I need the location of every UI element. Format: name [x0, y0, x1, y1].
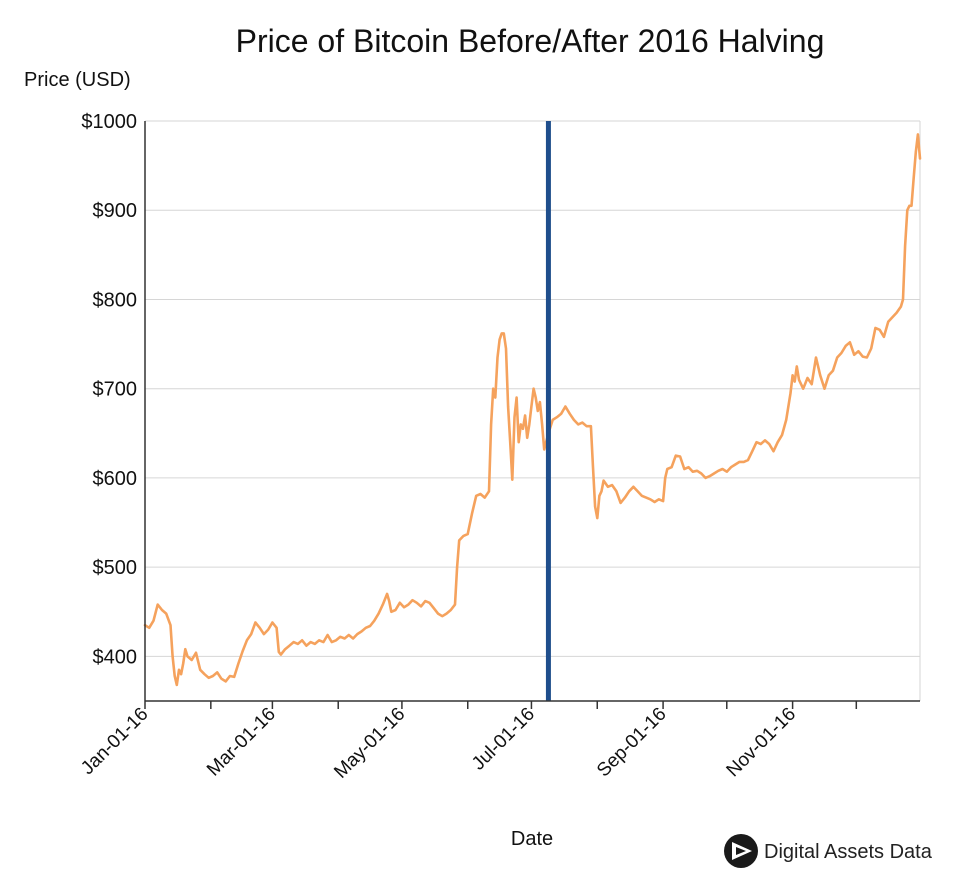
grid-lines	[145, 120, 921, 701]
y-axis-title: Price (USD)	[24, 69, 131, 91]
x-tick-label: Mar-01-16	[203, 704, 280, 781]
y-tick-label: $500	[93, 557, 138, 579]
x-tick-label: Jul-01-16	[468, 704, 539, 775]
logo-text: Digital Assets Data	[764, 841, 933, 863]
plot-background	[145, 121, 920, 701]
x-tick-label: Jan-01-16	[77, 704, 152, 779]
price-series-line	[143, 133, 922, 687]
digital-assets-data-logo-icon	[724, 834, 758, 868]
y-tick-label: $400	[93, 646, 138, 668]
y-axis-ticks: $400 $500 $600 $700 $800 $900 $1000	[81, 111, 137, 668]
digital-assets-data-logo: Digital Assets Data	[724, 834, 933, 868]
chart-title: Price of Bitcoin Before/After 2016 Halvi…	[236, 23, 825, 59]
x-axis-ticks: Jan-01-16 Mar-01-16 May-01-16 Jul-01-16 Sep-…	[77, 701, 858, 783]
y-tick-label: $900	[93, 200, 138, 222]
x-tick-label: May-01-16	[330, 704, 409, 783]
y-tick-label: $700	[93, 379, 138, 401]
x-axis-title: Date	[511, 828, 553, 850]
y-tick-label: $1000	[81, 111, 137, 133]
y-tick-label: $600	[93, 468, 138, 490]
x-tick-label: Sep-01-16	[593, 704, 671, 782]
x-tick-label: Nov-01-16	[723, 704, 801, 782]
y-tick-label: $800	[93, 289, 138, 311]
series-group	[143, 133, 922, 687]
plot-area: $400 $500 $600 $700 $800 $900 $1000 Jan-01-16 M…	[77, 111, 922, 783]
